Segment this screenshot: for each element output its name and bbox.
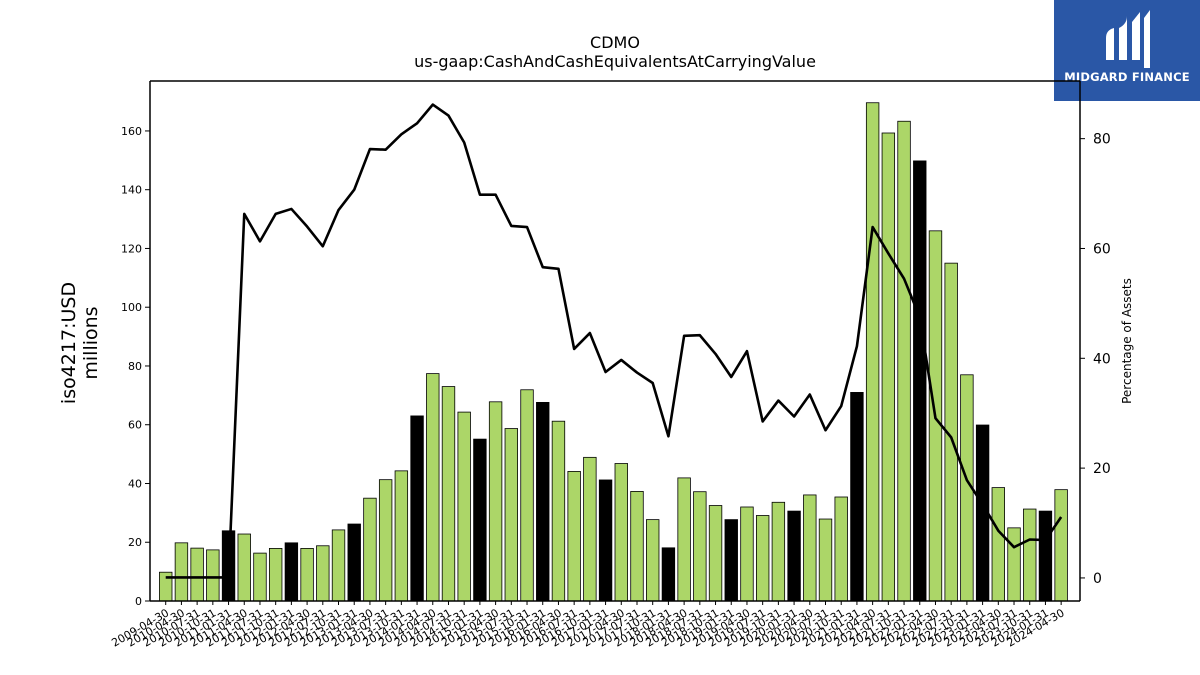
bar	[818, 518, 833, 602]
y-tick-label-left: 100	[121, 301, 142, 314]
y-tick-label-left: 40	[128, 477, 142, 490]
bar	[536, 401, 550, 602]
bar	[331, 529, 346, 602]
bar	[284, 542, 299, 602]
chart-title: CDMO	[590, 33, 640, 52]
bar	[598, 479, 613, 602]
y-tick-label-right: 40	[1093, 351, 1111, 367]
bar	[661, 547, 676, 602]
bar	[583, 456, 597, 602]
bar	[881, 132, 896, 602]
midgard-finance-logo: MIDGARD FINANCE	[1054, 0, 1200, 101]
bar	[913, 160, 927, 602]
bar	[520, 389, 534, 602]
percentage-line	[165, 103, 1063, 579]
bar	[1054, 489, 1068, 602]
bar	[300, 548, 314, 602]
bar	[457, 411, 471, 602]
bar	[787, 510, 801, 602]
chart-subtitle: us-gaap:CashAndCashEquivalentsAtCarrying…	[414, 52, 816, 71]
bar	[630, 491, 644, 602]
y-tick-label-left: 120	[121, 242, 142, 255]
logo-text: MIDGARD FINANCE	[1064, 70, 1190, 84]
bar	[1007, 527, 1021, 602]
bar	[1038, 510, 1053, 602]
bar	[1023, 508, 1037, 602]
bar	[268, 548, 283, 602]
bar	[174, 542, 189, 602]
y-tick-label-left: 0	[135, 595, 142, 608]
y-tick-label-right: 80	[1093, 132, 1111, 148]
bar	[410, 415, 424, 602]
bar	[677, 477, 691, 602]
bar	[708, 505, 723, 602]
bar	[237, 533, 251, 602]
bar	[488, 401, 503, 602]
bar	[253, 552, 267, 602]
y-tick-label-right: 20	[1093, 461, 1111, 477]
y-tick-label-right: 0	[1093, 571, 1102, 587]
bar	[567, 471, 581, 602]
bar	[614, 463, 628, 602]
bar	[394, 470, 409, 602]
bar	[473, 438, 487, 602]
bar	[190, 547, 204, 602]
bar	[551, 420, 566, 602]
bar	[347, 523, 361, 602]
y-tick-label-left: 20	[128, 536, 142, 549]
y-tick-label-left: 160	[121, 125, 142, 138]
y-tick-label-right: 60	[1093, 241, 1111, 257]
bar	[991, 487, 1006, 602]
bar	[834, 496, 848, 602]
bar	[724, 519, 738, 602]
bar	[363, 497, 377, 602]
bar	[803, 494, 817, 602]
bar	[316, 545, 330, 602]
bar	[426, 373, 440, 602]
bar	[504, 428, 518, 602]
mh-monogram-icon	[1106, 10, 1150, 68]
bar	[693, 491, 707, 602]
y-tick-label-left: 140	[121, 184, 142, 197]
bar	[740, 506, 754, 602]
bar	[897, 120, 911, 602]
bar	[206, 549, 220, 602]
bar	[755, 515, 770, 602]
bar	[441, 386, 456, 602]
y-tick-label-left: 60	[128, 419, 142, 432]
bar	[771, 501, 786, 602]
bar	[646, 519, 660, 602]
bar	[865, 102, 880, 602]
bar	[850, 392, 864, 602]
y-tick-label-left: 80	[128, 360, 142, 373]
bar	[378, 479, 393, 602]
